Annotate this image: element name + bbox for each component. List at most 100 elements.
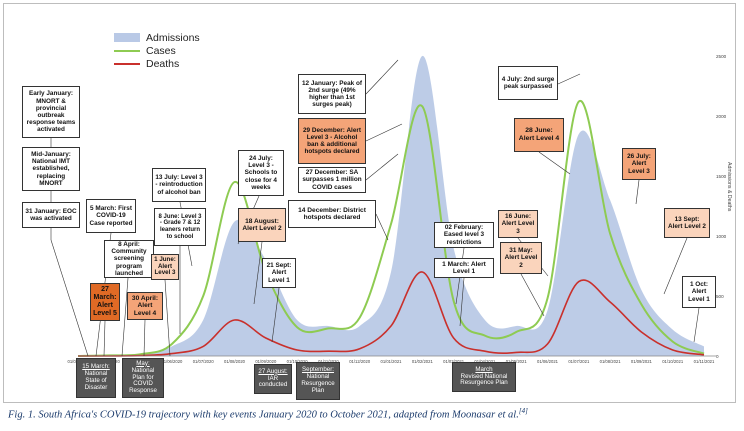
series-admissions-area	[78, 55, 704, 356]
timeline-september: September: National Resurgence Plan	[296, 362, 340, 400]
right-tick-label: 1500	[716, 174, 727, 179]
x-tick-label: 01/03/2021	[443, 359, 465, 364]
event-connector	[635, 179, 640, 205]
event-31-may: 31 May: Alert Level 2	[500, 242, 542, 274]
event-18-august: 18 August: Alert Level 2	[238, 208, 286, 242]
event-connector	[143, 319, 146, 357]
event-27-december: 27 December: SA surpasses 1 million COVI…	[298, 167, 366, 193]
event-connector	[365, 153, 399, 181]
event-29-december: 29 December: Alert Level 3 - Alcohol ban…	[298, 118, 366, 164]
legend-label-deaths: Deaths	[146, 57, 180, 70]
timeline-date: September:	[302, 366, 334, 374]
right-tick-label: 500	[716, 294, 724, 299]
event-connector	[538, 151, 571, 175]
x-tick-label: 01/08/2021	[600, 359, 622, 364]
event-connector	[103, 320, 106, 357]
event-27-march: 27 March: Alert Level 5	[90, 283, 120, 321]
event-5-march: 5 March: First COVID-19 Case reported	[86, 199, 136, 233]
event-connector	[459, 277, 465, 327]
timeline-march-2021: March Revised National Resurgence Plan	[452, 362, 516, 392]
event-connector	[121, 277, 129, 357]
event-31-january: 31 January: EOC was activated	[22, 202, 80, 228]
event-connector	[50, 239, 89, 357]
x-tick-label: 01/07/2021	[568, 359, 590, 364]
timeline-text: National Plan for COVID Response	[129, 366, 157, 395]
event-connector	[557, 73, 581, 85]
event-connector	[365, 59, 399, 95]
figure-frame: 01/03/202001/04/202001/05/202001/06/2020…	[3, 3, 736, 403]
timeline-may: May: National Plan for COVID Response	[122, 358, 164, 398]
event-1-june: 1 June: Alert Level 3	[151, 254, 179, 280]
timeline-date: 27 August:	[258, 367, 288, 375]
timeline-text: National State of Disaster	[84, 370, 108, 391]
event-13-sept: 13 Sept: Alert Level 2	[664, 208, 710, 238]
x-tick-label: 01/11/2020	[318, 359, 339, 364]
x-tick-label: 01/10/2020	[287, 359, 309, 364]
series-deaths-line	[77, 271, 705, 357]
event-30-april: 30 April: Alert Level 4	[127, 292, 163, 320]
event-26-july: 26 July: Alert Level 3	[622, 148, 656, 180]
right-tick-label: 2500	[716, 54, 727, 59]
figure-caption: Fig. 1. South Africa's COVID-19 trajecto…	[8, 407, 738, 421]
legend-item-cases: Cases	[114, 44, 200, 57]
y-axis-label-right: Admissions & Deaths	[726, 162, 732, 212]
timeline-date: 15 March:	[82, 363, 110, 371]
x-tick-label: 01/06/2021	[537, 359, 559, 364]
timeline-date: March	[475, 365, 493, 373]
event-connector	[663, 237, 688, 295]
timeline-text: IAR conducted	[258, 374, 288, 389]
timeline-27-august: 27 August: IAR conducted	[254, 364, 292, 394]
caption-text: Fig. 1. South Africa's COVID-19 trajecto…	[8, 409, 519, 421]
legend-label-admissions: Admissions	[146, 31, 200, 44]
legend-item-admissions: Admissions	[114, 31, 200, 44]
x-tick-label: 01/04/2021	[474, 359, 496, 364]
x-tick-label: 01/09/2020	[255, 359, 277, 364]
event-connector	[365, 123, 403, 142]
right-tick-label: 1000	[716, 234, 727, 239]
right-tick-label: 2000	[716, 114, 727, 119]
timeline-text: National Resurgence Plan	[301, 373, 335, 394]
timeline-15-march: 15 March: National State of Disaster	[76, 358, 116, 398]
x-tick-label: 01/02/2021	[412, 359, 434, 364]
event-14-december: 14 December: District hotspots declared	[288, 200, 376, 228]
legend-label-cases: Cases	[146, 44, 176, 57]
x-tick-label: 01/07/2020	[193, 359, 215, 364]
x-tick-label: 01/09/2021	[631, 359, 653, 364]
event-13-july: 13 July: Level 3 - reintroduction of alc…	[152, 168, 206, 202]
legend-swatch-admissions	[114, 33, 140, 42]
event-connector	[164, 279, 171, 357]
series-cases-line	[77, 100, 705, 357]
event-28-june: 28 June: Alert Level 4	[514, 118, 564, 152]
legend-line-cases	[114, 49, 140, 52]
timeline-text: Revised National Resurgence Plan	[460, 372, 508, 387]
event-1-march: 1 March: Alert Level 1	[434, 258, 494, 278]
chart-legend: Admissions Cases Deaths	[114, 31, 200, 70]
x-tick-label: 01/10/2021	[662, 359, 684, 364]
x-tick-label: 01/08/2020	[224, 359, 246, 364]
timeline-date: May:	[136, 359, 150, 367]
event-connector	[375, 213, 389, 241]
x-tick-label: 01/12/2020	[349, 359, 371, 364]
x-tick-label: 01/01/2021	[381, 359, 403, 364]
event-1-oct: 1 Oct: Alert Level 1	[682, 276, 716, 308]
event-early-january: Early January: MNORT & provincial outbre…	[22, 86, 80, 138]
x-tick-label: 01/05/2021	[506, 359, 528, 364]
event-connector	[520, 273, 545, 317]
event-8-april: 8 April: Community screening program lau…	[104, 240, 154, 278]
event-02-february: 02 February: Eased level 3 restrictions	[434, 222, 494, 248]
legend-line-deaths	[114, 62, 140, 65]
event-mid-january: Mid-January: National IMT established, r…	[22, 147, 80, 191]
event-12-january: 12 January: Peak of 2nd surge (49% highe…	[298, 74, 366, 114]
event-21-sept: 21 Sept: Alert Level 1	[262, 258, 296, 288]
event-connector	[253, 241, 263, 305]
caption-ref: [4]	[518, 407, 528, 415]
right-tick-label: 0	[716, 354, 719, 359]
x-tick-label: 01/11/2021	[694, 359, 715, 364]
event-connector	[271, 287, 280, 343]
event-24-july: 24 July: Level 3 - Schools to close for …	[238, 150, 284, 196]
x-tick-label: 01/06/2020	[161, 359, 183, 364]
event-connector	[693, 307, 700, 343]
legend-item-deaths: Deaths	[114, 57, 200, 70]
event-4-july: 4 July: 2nd surge peak surpassed	[498, 66, 558, 100]
event-8-june-schools: 8 June: Level 3 - Grade 7 & 12 leaners r…	[154, 208, 206, 246]
